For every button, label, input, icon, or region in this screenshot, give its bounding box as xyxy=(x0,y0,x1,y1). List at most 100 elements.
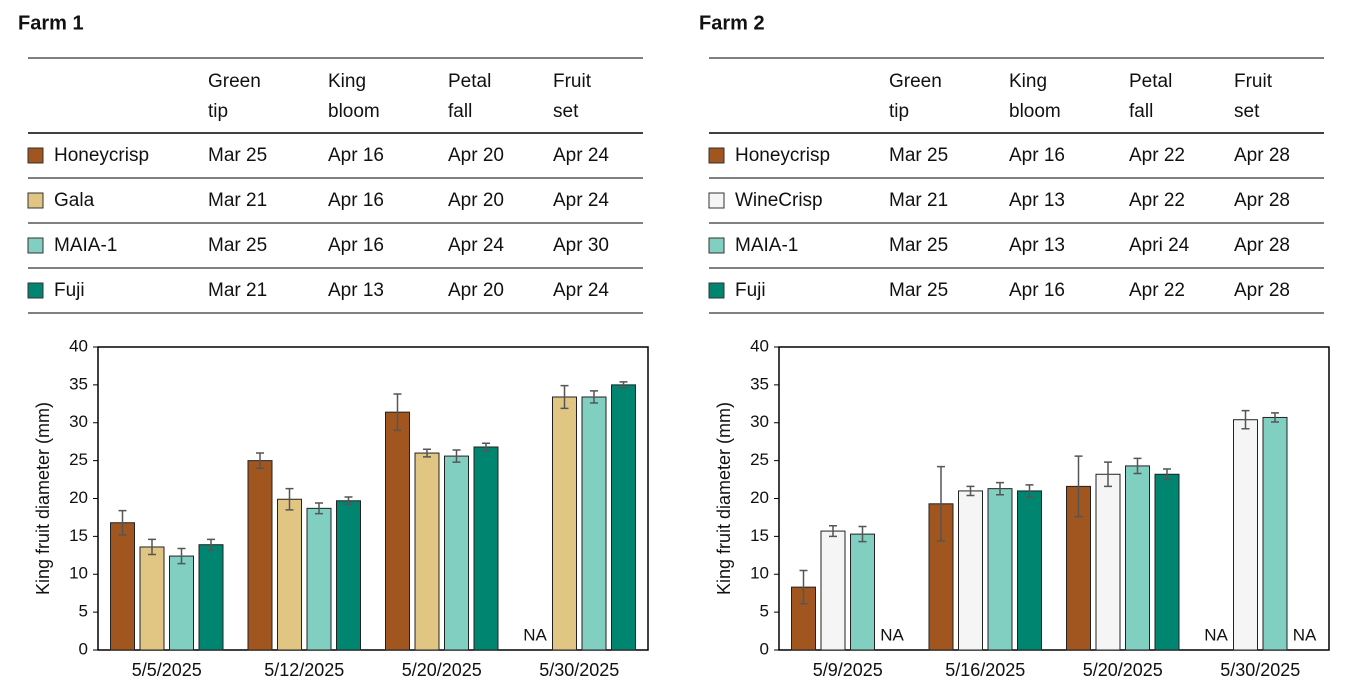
table-header: Green tip xyxy=(208,71,261,122)
table-cell: Mar 21 xyxy=(208,280,267,301)
legend-swatch xyxy=(27,147,44,164)
table-cell: Apr 28 xyxy=(1234,145,1290,166)
table-cell: Mar 21 xyxy=(208,190,267,211)
error-bar xyxy=(1241,409,1250,430)
panel-title: Farm 2 xyxy=(699,12,765,34)
table-cell: Apr 16 xyxy=(1009,145,1065,166)
bar xyxy=(444,455,469,651)
error-bar xyxy=(799,569,808,605)
y-tick-label: 15 xyxy=(750,526,769,545)
bar xyxy=(385,411,410,651)
y-tick-label: 15 xyxy=(69,526,88,545)
error-bar xyxy=(590,390,598,404)
bar xyxy=(277,498,302,651)
bar xyxy=(198,544,224,651)
bar xyxy=(110,522,135,651)
error-bar xyxy=(1271,412,1279,423)
x-tick-label: 5/20/2025 xyxy=(1083,660,1163,680)
legend-swatch xyxy=(708,192,725,209)
y-tick-label: 40 xyxy=(750,336,769,355)
bar xyxy=(1233,419,1258,651)
error-bar xyxy=(393,393,402,432)
table-cell: Apr 22 xyxy=(1129,280,1185,301)
table-cell: Apr 22 xyxy=(1129,145,1185,166)
table-cell: Apr 30 xyxy=(553,235,609,256)
table-cell: Mar 25 xyxy=(208,235,267,256)
table-cell: Apr 16 xyxy=(328,145,384,166)
error-bar xyxy=(315,502,323,515)
table-cell: Apr 20 xyxy=(448,190,504,211)
bar xyxy=(306,507,332,651)
bar xyxy=(581,396,607,651)
x-tick-label: 5/9/2025 xyxy=(813,660,883,680)
bar xyxy=(1017,490,1042,651)
error-bar xyxy=(619,381,628,389)
table-cell: Apr 24 xyxy=(553,190,609,211)
y-tick-label: 10 xyxy=(69,564,88,583)
table-cell: Apr 28 xyxy=(1234,280,1290,301)
bar xyxy=(1262,416,1288,651)
bar xyxy=(336,500,361,651)
value-label: NA xyxy=(1204,625,1228,644)
error-bar xyxy=(452,449,461,463)
y-tick-label: 40 xyxy=(69,336,88,355)
y-tick-label: 30 xyxy=(69,412,88,431)
bar xyxy=(1154,473,1180,651)
bar xyxy=(473,446,499,651)
error-bar xyxy=(1025,484,1034,498)
x-tick-label: 5/5/2025 xyxy=(132,660,202,680)
error-bar xyxy=(1074,455,1083,518)
legend-swatch xyxy=(27,192,44,209)
bar xyxy=(1125,465,1150,651)
table-cell: Apr 16 xyxy=(328,235,384,256)
legend-swatch xyxy=(27,237,44,254)
legend-label: Honeycrisp xyxy=(735,145,830,166)
y-tick-label: 5 xyxy=(79,602,88,621)
bar xyxy=(958,490,983,651)
bar xyxy=(611,384,636,651)
table-header: Fruit set xyxy=(1234,71,1273,122)
x-tick-label: 5/30/2025 xyxy=(539,660,619,680)
y-tick-label: 30 xyxy=(750,412,769,431)
legend-label: WineCrisp xyxy=(735,190,823,211)
value-label: NA xyxy=(523,625,547,644)
table-cell: Apri 24 xyxy=(1129,235,1190,256)
error-bar xyxy=(256,452,264,469)
bar xyxy=(414,452,440,651)
legend-swatch xyxy=(708,147,725,164)
error-bar xyxy=(344,496,353,506)
bar xyxy=(820,530,846,651)
table-cell: Apr 24 xyxy=(553,280,609,301)
error-bar xyxy=(996,481,1004,496)
bar xyxy=(247,460,273,651)
table-cell: Apr 20 xyxy=(448,145,504,166)
error-bar xyxy=(858,525,867,543)
table-cell: Apr 13 xyxy=(328,280,384,301)
error-bar xyxy=(177,547,186,565)
legend-label: MAIA-1 xyxy=(735,235,798,256)
error-bar xyxy=(1104,461,1112,488)
table-cell: Mar 21 xyxy=(889,190,948,211)
y-axis-label: King fruit diameter (mm) xyxy=(33,402,53,595)
legend-label: Fuji xyxy=(735,280,766,301)
table-cell: Apr 22 xyxy=(1129,190,1185,211)
y-tick-label: 35 xyxy=(750,374,769,393)
table-header: Petal fall xyxy=(1129,71,1172,122)
panel-title: Farm 1 xyxy=(18,12,84,34)
error-bar xyxy=(1163,468,1171,481)
y-tick-label: 0 xyxy=(760,639,769,658)
table-cell: Apr 13 xyxy=(1009,190,1065,211)
error-bar xyxy=(560,384,569,410)
y-tick-label: 25 xyxy=(750,450,769,469)
bar xyxy=(987,488,1013,651)
x-tick-label: 5/30/2025 xyxy=(1220,660,1300,680)
x-tick-label: 5/20/2025 xyxy=(402,660,482,680)
error-bar xyxy=(207,538,215,551)
legend-swatch xyxy=(708,282,725,299)
table-header: Green tip xyxy=(889,71,942,122)
table-cell: Mar 25 xyxy=(889,280,948,301)
y-tick-label: 25 xyxy=(69,450,88,469)
y-tick-label: 10 xyxy=(750,564,769,583)
table-cell: Apr 13 xyxy=(1009,235,1065,256)
y-tick-label: 5 xyxy=(760,602,769,621)
